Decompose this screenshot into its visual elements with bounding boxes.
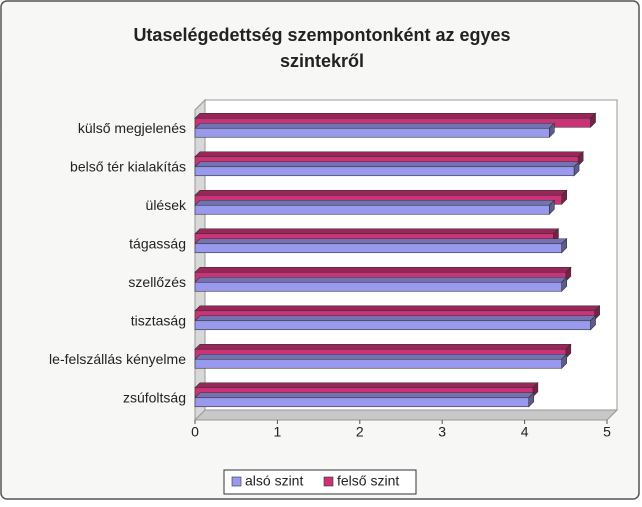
bar — [194, 166, 575, 177]
y-tick-label: külső megjelenés — [78, 120, 186, 136]
y-tick-label: tágasság — [129, 235, 186, 251]
chart-title: Utaselégedettség szempontonként az egyes — [133, 25, 510, 45]
bar-top — [194, 266, 572, 273]
bar-top — [194, 189, 568, 196]
legend-label: felső szint — [337, 473, 399, 489]
y-tick-label: szellőzés — [128, 274, 186, 290]
bar — [194, 204, 550, 215]
bar — [194, 358, 562, 369]
x-tick-label: 5 — [603, 424, 611, 440]
x-tick-label: 2 — [356, 424, 364, 440]
bar-top — [194, 382, 539, 389]
bar-top — [194, 343, 572, 350]
legend-swatch — [323, 476, 334, 487]
side-wall — [194, 98, 206, 422]
bar-top — [194, 392, 535, 399]
chart-title: szintekről — [280, 51, 364, 71]
bar — [194, 397, 530, 408]
bar — [194, 243, 562, 254]
plot-wall — [194, 99, 618, 421]
bar — [194, 127, 550, 138]
x-tick-label: 4 — [521, 424, 529, 440]
bar-top — [194, 353, 568, 360]
bar-top — [194, 112, 597, 119]
x-tick-label: 3 — [438, 424, 446, 440]
y-tick-label: le-felszállás kényelme — [49, 351, 186, 367]
y-tick-label: belső tér kialakítás — [70, 158, 186, 174]
legend-label: alsó szint — [245, 473, 303, 489]
y-tick-label: tisztaság — [131, 312, 186, 328]
bar — [194, 281, 562, 292]
legend-swatch — [231, 476, 242, 487]
y-tick-label: ülések — [146, 197, 187, 213]
bar-top — [194, 151, 584, 158]
bar-top — [194, 228, 560, 235]
bar-top — [194, 122, 556, 129]
bar-top — [194, 276, 568, 283]
bar-top — [194, 199, 556, 206]
bar-top — [194, 238, 568, 245]
legend — [223, 469, 417, 495]
bar-top — [194, 161, 580, 168]
bar — [194, 320, 591, 331]
x-tick-label: 0 — [191, 424, 199, 440]
bar-top — [194, 305, 601, 312]
x-tick-label: 1 — [274, 424, 282, 440]
y-tick-label: zsúfoltság — [123, 389, 186, 405]
bar-top — [194, 315, 597, 322]
floor — [193, 409, 619, 421]
